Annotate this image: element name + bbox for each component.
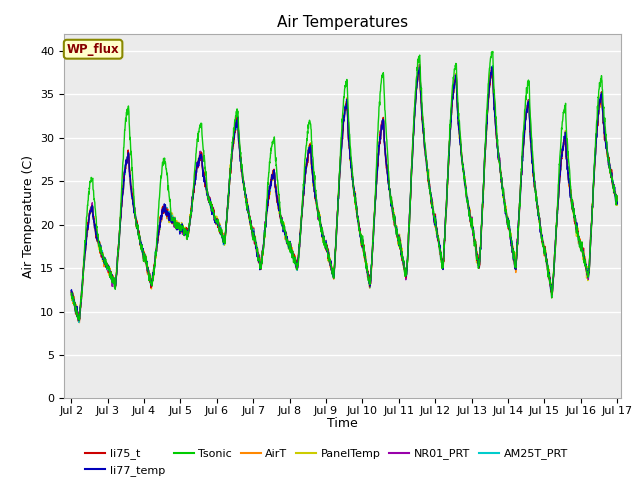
- X-axis label: Time: Time: [327, 418, 358, 431]
- Title: Air Temperatures: Air Temperatures: [277, 15, 408, 30]
- Legend: li75_t, li77_temp, Tsonic, AirT, PanelTemp, NR01_PRT, AM25T_PRT: li75_t, li77_temp, Tsonic, AirT, PanelTe…: [81, 444, 572, 480]
- Y-axis label: Air Temperature (C): Air Temperature (C): [22, 155, 35, 277]
- Text: WP_flux: WP_flux: [67, 43, 120, 56]
